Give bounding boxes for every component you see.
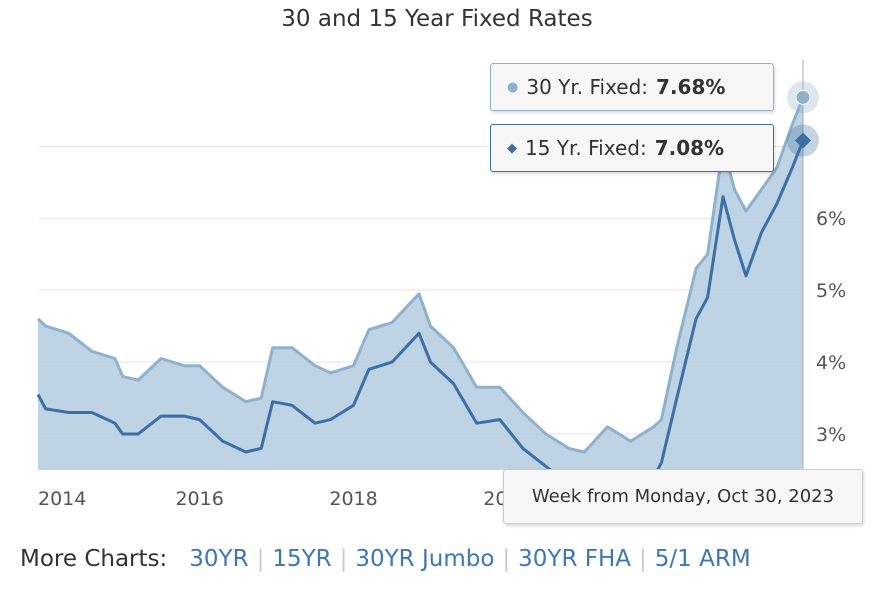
more-charts-label: More Charts: [20,546,168,572]
separator: | [339,546,348,572]
area-fill [38,97,803,471]
x-tick-label: 2016 [175,488,223,510]
x-tick-label: 2014 [38,488,86,510]
x-tooltip: Week from Monday, Oct 30, 2023 [503,469,863,524]
marker-15yr [795,132,811,149]
tooltip-30yr-value: 7.68% [656,75,726,99]
tooltip-15yr-label: 15 Yr. Fixed: [525,136,647,160]
dot-15yr-icon: ◆ [507,140,517,156]
series-30yr-line [36,96,805,454]
link-30yr-jumbo[interactable]: 30YR Jumbo [355,546,495,572]
marker-30yr [795,89,811,105]
tooltip-30yr-label: 30 Yr. Fixed: [526,75,649,99]
y-tick-label: 6% [816,208,846,230]
separator: | [502,546,511,572]
tooltip-15yr-value: 7.08% [654,136,725,160]
y-tick-label: 3% [816,424,846,446]
x-tick-label: 2018 [329,488,377,510]
y-tick-label: 4% [816,352,846,374]
tooltip-30yr: ● 30 Yr. Fixed: 7.68% [490,63,774,111]
y-tick-label: 5% [816,280,846,302]
separator: | [639,546,647,572]
more-charts: More Charts: 30YR | 15YR | 30YR Jumbo | … [20,546,751,572]
series-15yr-line [36,140,805,494]
tooltip-15yr: ◆ 15 Yr. Fixed: 7.08% [490,124,774,172]
link-30yr[interactable]: 30YR [189,546,249,572]
link-5-1-arm[interactable]: 5/1 ARM [654,546,751,572]
link-15yr[interactable]: 15YR [272,546,332,572]
chart-title: 30 and 15 Year Fixed Rates [281,6,593,32]
link-30yr-fha[interactable]: 30YR FHA [518,546,632,572]
separator: | [256,546,265,572]
dot-30yr-icon: ● [507,79,519,95]
